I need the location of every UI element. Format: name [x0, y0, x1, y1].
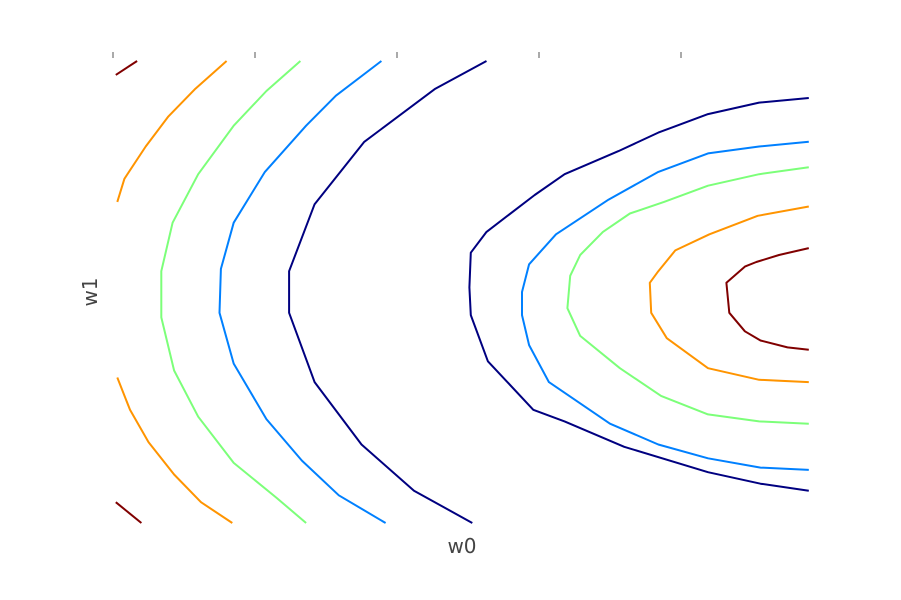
contour-level-4-segment-0 [116, 60, 228, 203]
contour-level-5-segment-2 [725, 247, 810, 351]
contour-level-1-segment-0 [288, 60, 487, 524]
contour-level-3-segment-1 [566, 166, 809, 425]
contour-level-1-segment-1 [468, 97, 809, 492]
contour-level-5-segment-1 [115, 501, 143, 524]
contour-level-2-segment-1 [521, 140, 809, 471]
contour-level-2-segment-0 [218, 60, 387, 524]
x-axis-label: w0 [447, 534, 476, 558]
contour-level-5-segment-0 [115, 60, 138, 76]
y-axis-label: w1 [78, 277, 102, 306]
contour-level-4-segment-1 [116, 377, 233, 524]
x-axis-ticks [112, 52, 682, 58]
contour-level-3-segment-0 [160, 60, 307, 524]
contour-level-4-segment-2 [648, 205, 809, 384]
contour-lines [115, 60, 810, 524]
